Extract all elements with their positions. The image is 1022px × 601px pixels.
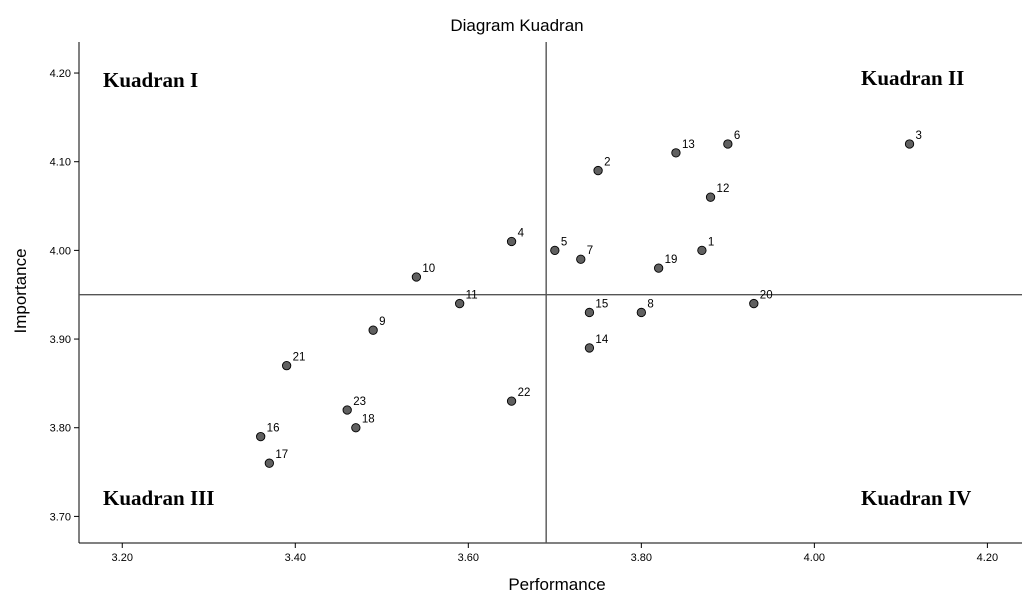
data-point-22: 22 [506,387,531,406]
point-label: 14 [595,334,608,346]
data-point-23: 23 [342,396,366,415]
point-label: 8 [647,298,653,310]
point-marker [653,263,664,273]
data-point-21: 21 [281,352,306,371]
point-label: 13 [682,139,695,151]
point-marker [584,307,595,318]
point-marker [506,396,517,406]
point-label: 22 [518,387,531,399]
point-marker [411,272,422,282]
point-label: 7 [587,245,593,257]
data-point-10: 10 [411,263,435,282]
point-label: 9 [379,316,385,328]
point-marker [455,298,465,309]
point-label: 5 [561,236,567,248]
x-axis-label: Performance [508,575,605,594]
data-point-15: 15 [584,298,608,318]
point-label: 23 [353,396,366,408]
point-marker [342,405,352,415]
point-label: 20 [760,290,773,302]
reference-lines [79,42,1022,543]
point-marker [506,236,517,247]
point-marker [351,423,361,433]
y-tick-label: 4.20 [50,68,71,80]
quadrant-label-1: Kuadran I [103,68,198,92]
point-marker [593,165,603,176]
point-label: 2 [604,157,610,169]
y-tick-label: 4.00 [50,245,71,257]
y-tick-label: 4.10 [50,157,71,169]
chart-title: Diagram Kuadran [450,16,583,35]
data-point-8: 8 [636,298,654,318]
data-point-16: 16 [256,423,280,442]
point-label: 17 [275,449,288,461]
data-point-20: 20 [749,290,773,309]
point-label: 10 [422,263,435,275]
quadrant-label-3: Kuadran III [103,486,214,510]
x-tick-label: 3.80 [631,552,652,564]
point-marker [671,148,681,158]
point-marker [697,245,707,256]
y-tick-label: 3.80 [50,423,71,435]
data-point-3: 3 [904,130,922,149]
point-marker [636,307,646,318]
axes [78,42,1022,544]
point-label: 21 [293,352,306,364]
data-point-4: 4 [506,228,525,247]
point-marker [705,192,716,202]
y-axis-label: Importance [11,248,30,333]
data-point-14: 14 [584,334,609,353]
data-point-2: 2 [593,157,610,176]
point-marker [368,325,378,335]
point-label: 4 [518,228,525,240]
point-marker [576,254,586,264]
x-tick-label: 3.40 [285,552,306,564]
data-point-19: 19 [653,254,678,273]
data-point-13: 13 [671,139,695,158]
data-point-11: 11 [455,290,478,309]
y-tick-label: 3.70 [50,511,71,523]
point-label: 3 [916,130,922,142]
point-label: 12 [717,183,730,195]
point-marker [256,431,266,442]
y-tick-label: 3.90 [50,334,71,346]
quadrant-label-2: Kuadran II [861,66,964,90]
x-tick-label: 3.20 [112,552,133,564]
point-marker [281,361,292,371]
data-point-18: 18 [351,414,375,433]
point-label: 1 [708,236,714,248]
x-tick-label: 4.00 [804,552,825,564]
data-point-17: 17 [264,449,288,468]
point-marker [904,139,915,149]
data-point-5: 5 [550,236,567,256]
data-point-6: 6 [723,130,740,149]
ticks: 3.20 3.40 3.60 3.80 4.00 4.20 3.70 3.80 3.90 4.00… [50,68,999,564]
data-point-7: 7 [576,245,593,264]
x-tick-label: 4.20 [977,552,998,564]
data-point-12: 12 [705,183,730,202]
point-marker [550,245,560,256]
x-tick-label: 3.60 [458,552,479,564]
point-marker [584,343,595,353]
point-label: 15 [595,298,608,310]
point-marker [723,139,733,149]
point-label: 19 [665,254,678,266]
point-marker [749,298,759,309]
point-marker [264,458,274,468]
quadrant-labels: Kuadran I Kuadran II Kuadran III Kuadran… [103,66,971,510]
data-point-1: 1 [697,236,714,256]
point-label: 18 [362,414,375,426]
point-label: 11 [466,290,478,302]
point-label: 6 [734,130,740,142]
quadrant-label-4: Kuadran IV [861,486,971,510]
point-label: 16 [267,423,280,435]
data-point-9: 9 [368,316,386,335]
